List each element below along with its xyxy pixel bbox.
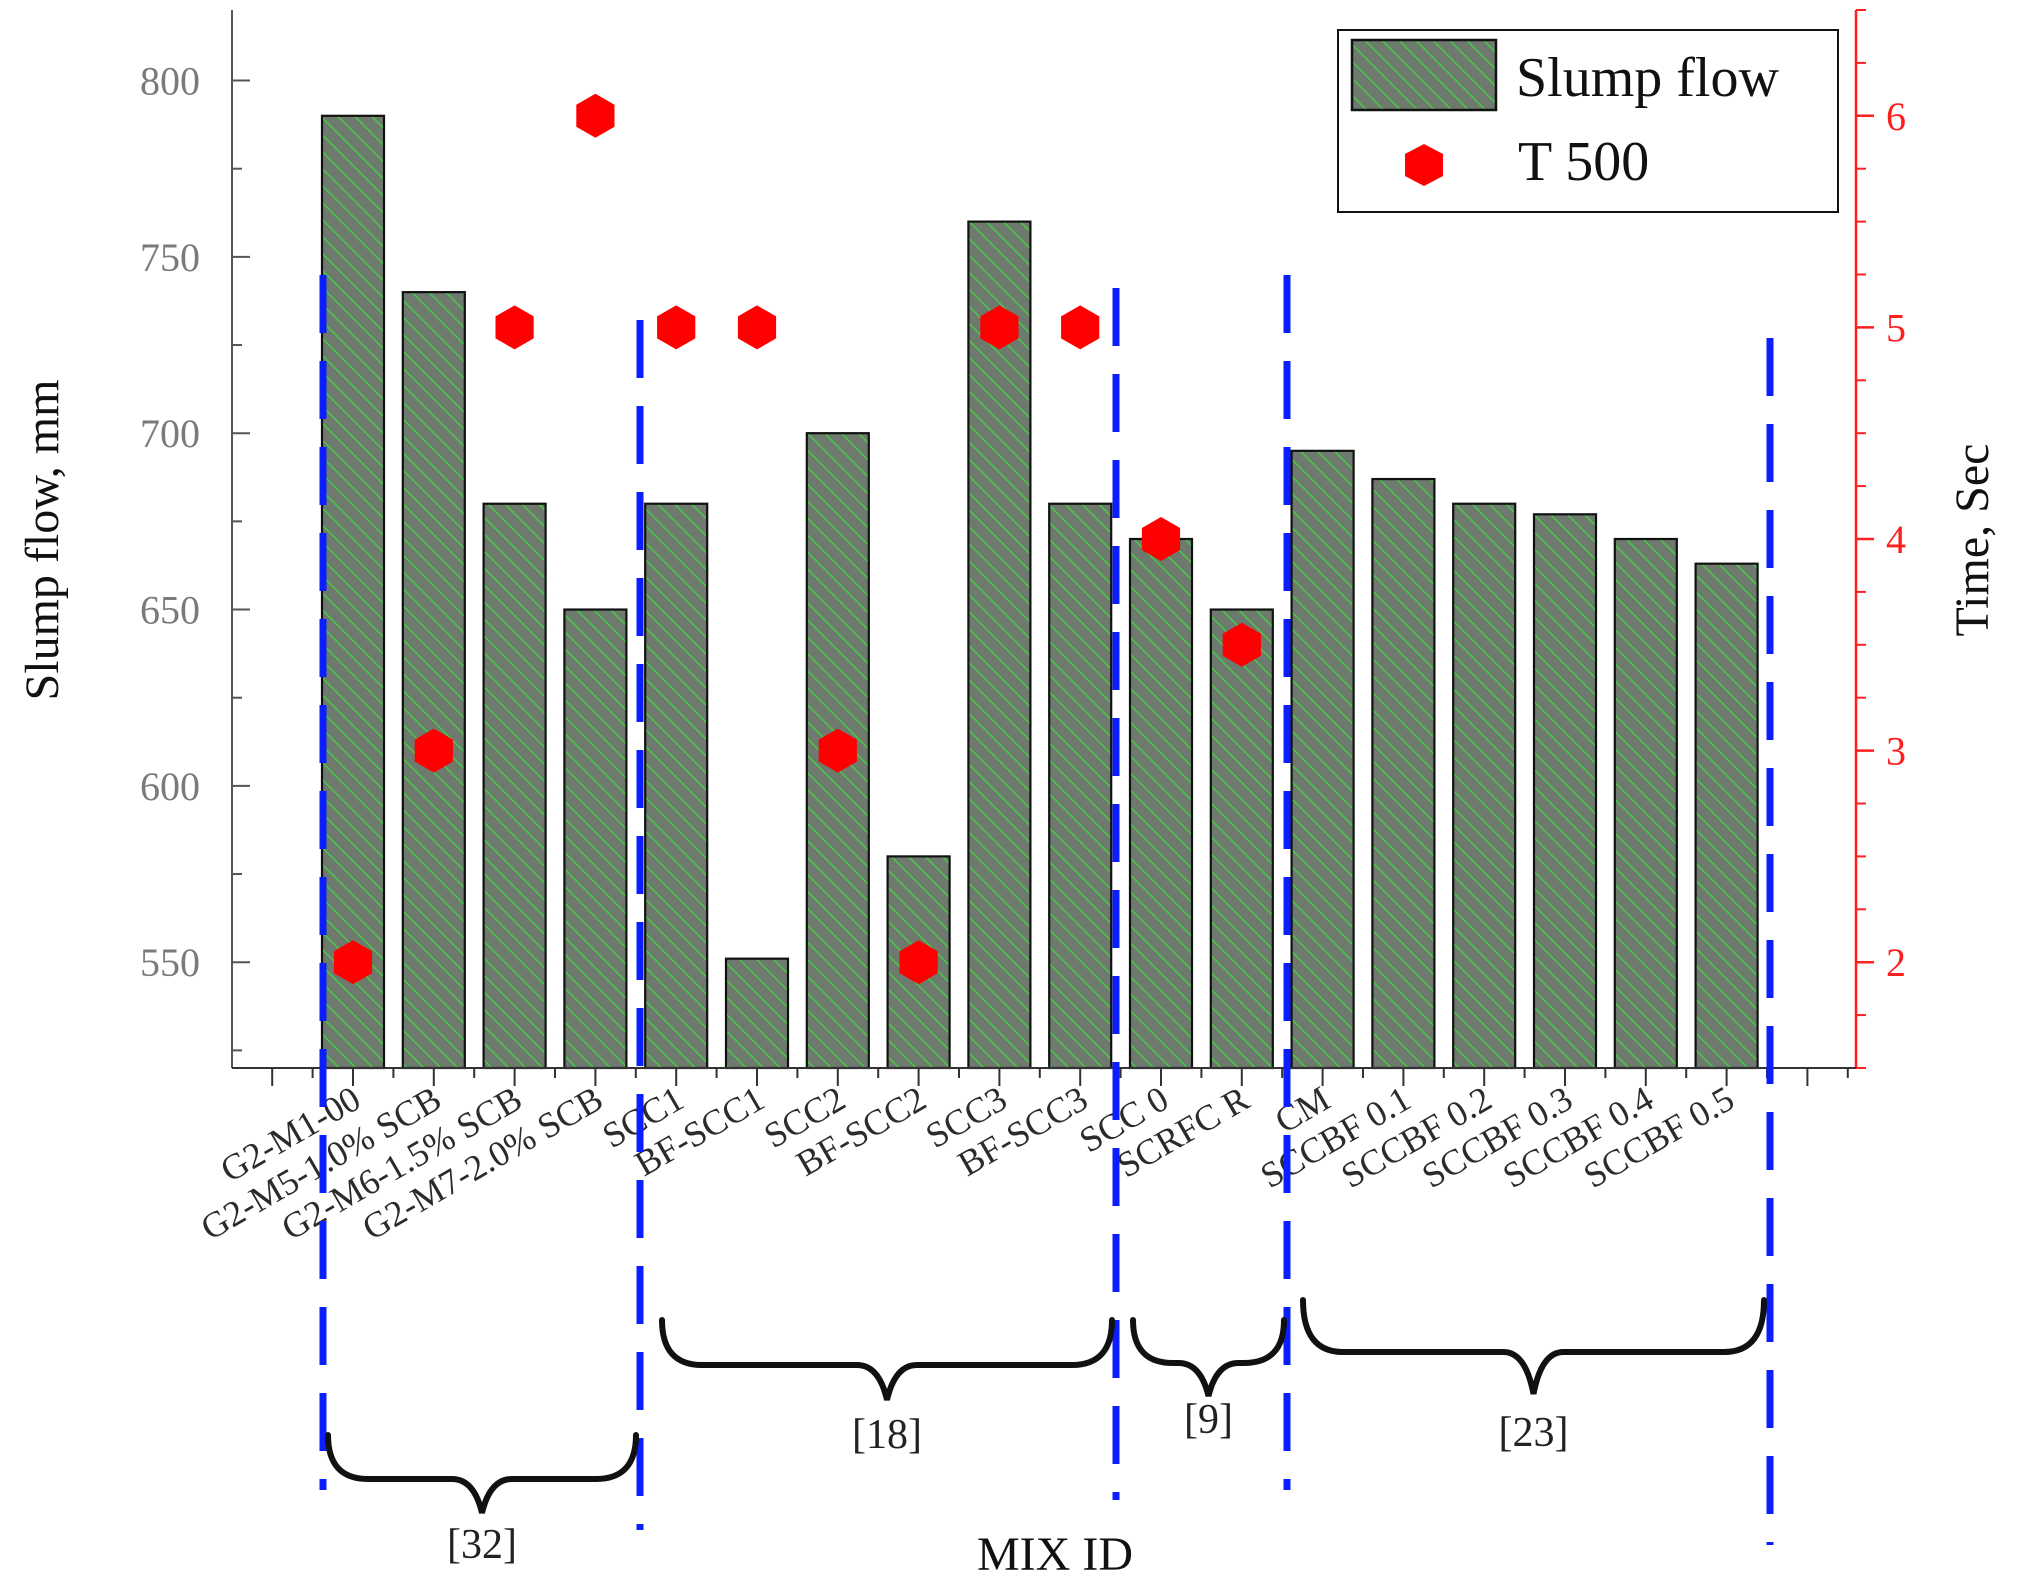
t500-marker bbox=[1222, 622, 1261, 667]
y-tick-label-left: 750 bbox=[140, 235, 200, 280]
group-label: [9] bbox=[1184, 1397, 1233, 1443]
bar bbox=[563, 608, 628, 1070]
t500-marker bbox=[333, 940, 373, 985]
bar bbox=[967, 220, 1032, 1070]
y-tick-label-right: 3 bbox=[1886, 729, 1906, 774]
legend-label-slump-flow: Slump flow bbox=[1516, 47, 1779, 109]
bar bbox=[1290, 449, 1355, 1070]
group-brace bbox=[659, 1317, 1115, 1401]
legend: Slump flow T 500 bbox=[1337, 29, 1839, 213]
y-tick-label-left: 650 bbox=[140, 588, 200, 633]
y-axis-title: Slump flow, mm bbox=[16, 380, 69, 701]
group-dividers bbox=[319, 275, 1774, 1545]
x-axis-title: MIX ID bbox=[977, 1528, 1133, 1581]
y-tick-label-right: 4 bbox=[1886, 517, 1906, 562]
t500-marker bbox=[495, 305, 534, 350]
t500-marker bbox=[737, 305, 777, 350]
t500-marker bbox=[414, 728, 453, 773]
bar bbox=[1694, 562, 1759, 1070]
legend-label-t500: T 500 bbox=[1518, 131, 1649, 193]
t500-marker bbox=[1061, 305, 1100, 350]
t500-marker bbox=[657, 305, 696, 350]
bar bbox=[1452, 502, 1517, 1070]
bar bbox=[1613, 537, 1678, 1070]
bar bbox=[401, 291, 466, 1070]
bar bbox=[1128, 537, 1194, 1070]
y-tick-label-left: 700 bbox=[140, 411, 200, 456]
t500-marker bbox=[818, 728, 857, 773]
group-label: [18] bbox=[852, 1412, 922, 1458]
t500-marker bbox=[576, 93, 615, 138]
t500-marker bbox=[1141, 517, 1181, 561]
y-tick-label-left: 600 bbox=[140, 764, 200, 809]
t500-marker bbox=[980, 305, 1019, 350]
bar bbox=[482, 502, 547, 1070]
group-brace bbox=[1130, 1317, 1287, 1397]
bars-layer bbox=[320, 114, 1759, 1070]
y-tick-label-right: 5 bbox=[1886, 305, 1906, 350]
bar bbox=[724, 957, 790, 1070]
t500-marker bbox=[899, 940, 938, 985]
bar bbox=[1532, 513, 1598, 1070]
y-tick-label-left: 800 bbox=[140, 59, 200, 104]
y-tick-label-right: 2 bbox=[1886, 940, 1906, 985]
bar bbox=[320, 114, 386, 1070]
bar bbox=[1371, 477, 1436, 1070]
y-tick-label-right: 6 bbox=[1886, 94, 1906, 139]
legend-swatch-bar bbox=[1350, 38, 1498, 112]
bar bbox=[644, 502, 709, 1070]
group-brace bbox=[325, 1432, 639, 1514]
group-brace bbox=[1300, 1297, 1767, 1395]
y-axis-right-title: Time, Sec bbox=[1946, 444, 1999, 637]
y-tick-label-left: 550 bbox=[140, 940, 200, 985]
legend-swatch-marker bbox=[1405, 144, 1443, 186]
bar bbox=[1209, 608, 1274, 1070]
markers-layer bbox=[333, 93, 1261, 985]
bar bbox=[1048, 502, 1113, 1070]
group-braces: [32] [18] [9] [23] bbox=[325, 1297, 1767, 1568]
group-label: [32] bbox=[447, 1522, 517, 1568]
group-label: [23] bbox=[1499, 1410, 1569, 1456]
